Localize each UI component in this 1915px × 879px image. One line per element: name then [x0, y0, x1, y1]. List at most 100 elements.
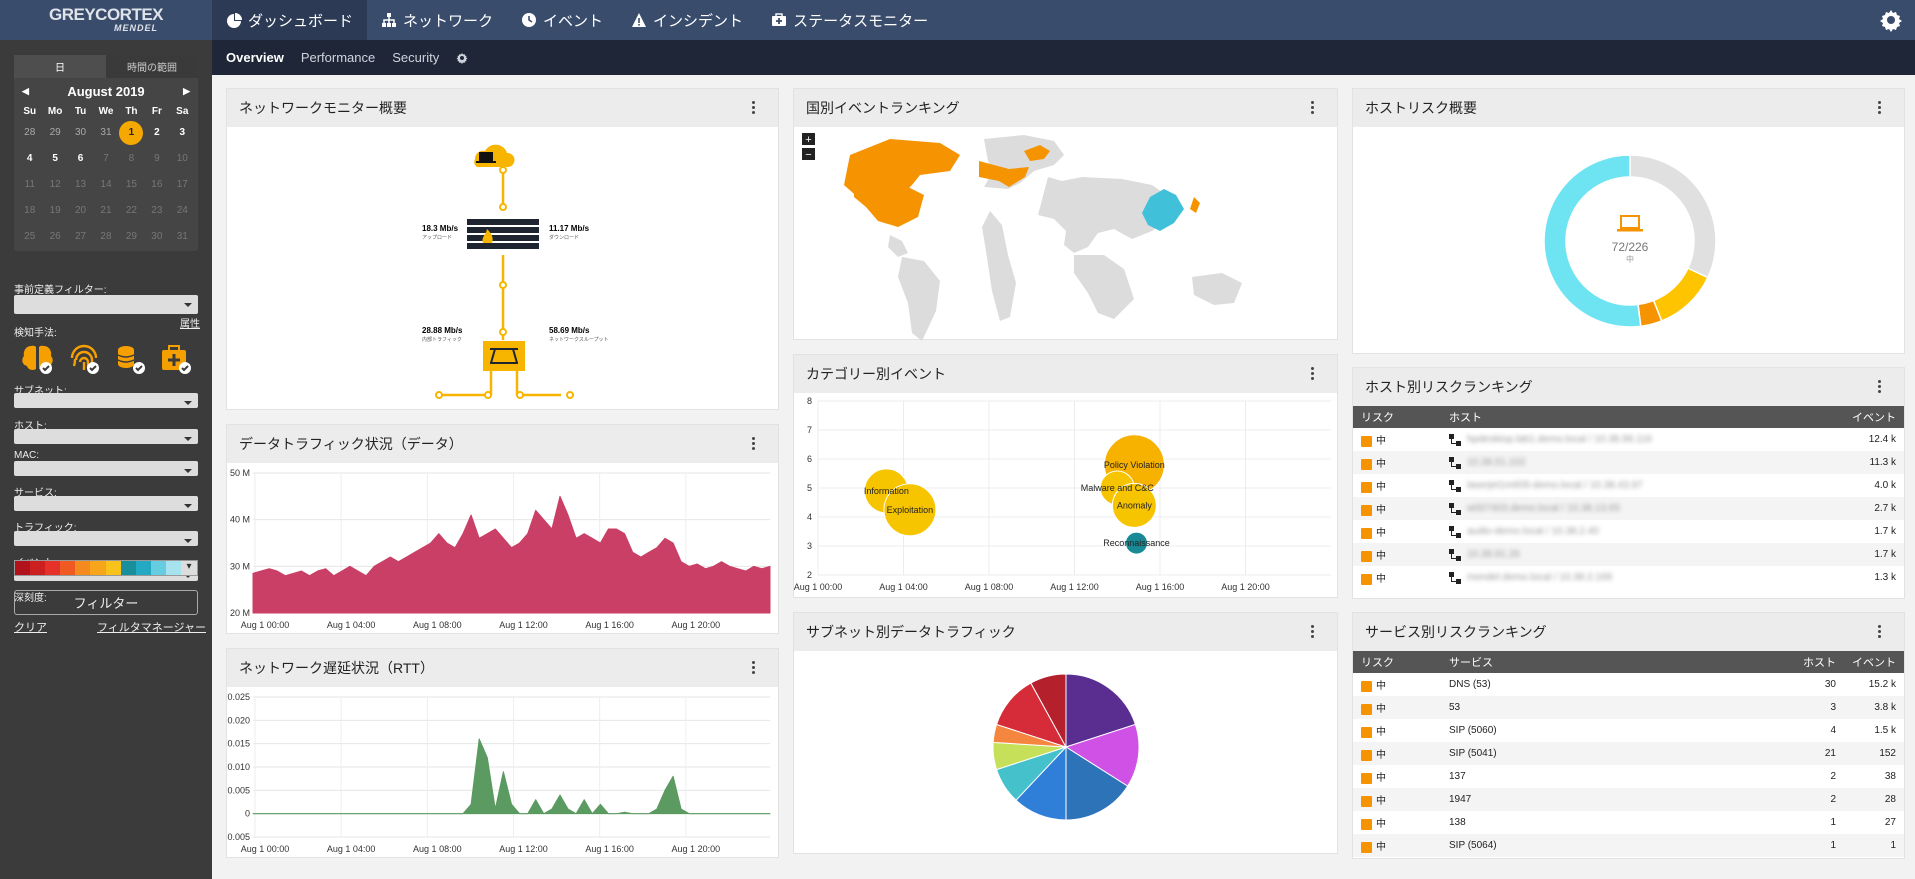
service-name[interactable]: SIP (5064) — [1441, 834, 1784, 857]
table-row[interactable]: 中 1947 2 28 — [1353, 788, 1904, 811]
calendar-day[interactable]: 5 — [52, 153, 58, 164]
calendar-day[interactable]: 4 — [26, 153, 33, 164]
predefined-filter-select[interactable] — [14, 295, 198, 314]
calendar-next-icon[interactable]: ▶ — [183, 85, 190, 96]
table-row[interactable]: 中 SIP (5041) 21 152 — [1353, 742, 1904, 765]
service-name[interactable]: 138 — [1449, 817, 1466, 828]
series-area — [252, 738, 771, 815]
subnet-select[interactable] — [14, 393, 198, 408]
nav-network[interactable]: ネットワーク — [367, 0, 507, 40]
calendar-day[interactable]: 6 — [77, 153, 84, 164]
host-name[interactable]: laserjet1m605-demo.local / 10.38.43.97 — [1467, 480, 1643, 492]
tab-settings-gear-icon[interactable] — [456, 52, 468, 64]
settings-gear-icon[interactable] — [1879, 8, 1903, 32]
brain-icon[interactable] — [19, 340, 55, 376]
table-row[interactable]: 中 10.38.91.26 1.7 k — [1353, 543, 1904, 566]
table-row[interactable]: 中 audio-demo.local / 10.38.2.40 1.7 k — [1353, 520, 1904, 543]
col-risk[interactable]: リスク — [1353, 651, 1441, 673]
table-row[interactable]: 中 SIP (5064) 1 1 — [1353, 834, 1904, 857]
calendar-day[interactable]: 30 — [75, 127, 87, 138]
service-name[interactable]: 53 — [1441, 696, 1784, 719]
table-row[interactable]: 中 laserjet1m605-demo.local / 10.38.43.97… — [1353, 474, 1904, 497]
service-name[interactable]: 137 — [1449, 771, 1466, 782]
col-events[interactable]: イベント — [1844, 651, 1904, 673]
nav-dashboard[interactable]: ダッシュボード — [212, 0, 368, 40]
calendar-tab-day[interactable]: 日 — [14, 55, 106, 78]
table-row[interactable]: 中 w007403.demo.local / 10.38.13.65 2.7 k — [1353, 497, 1904, 520]
traffic-select[interactable] — [14, 531, 198, 546]
nav-events[interactable]: イベント — [507, 0, 617, 40]
panel-menu-icon[interactable] — [1311, 367, 1315, 381]
service-name[interactable]: SIP (5041) — [1441, 742, 1784, 765]
medkit-check-icon[interactable] — [158, 340, 194, 376]
service-ranking-panel: サービス別リスクランキング リスク サービス ホスト イベント 中 DNS (5… — [1352, 612, 1905, 859]
service-name[interactable]: SIP (5060) — [1449, 725, 1497, 736]
col-hosts[interactable]: ホスト — [1784, 651, 1844, 673]
calendar-day: 12 — [49, 179, 61, 190]
service-name[interactable]: DNS (53) — [1449, 679, 1491, 690]
tab-performance[interactable]: Performance — [300, 50, 376, 65]
severity-dropdown-icon[interactable]: ▾ — [181, 561, 198, 575]
table-row[interactable]: 中 hpdesktop.lab1.demo.local / 10.38.99.1… — [1353, 428, 1904, 451]
table-row[interactable]: 中 SIP (5060) 4 1.5 k — [1353, 719, 1904, 742]
pie-slice — [1065, 673, 1137, 748]
panel-menu-icon[interactable] — [1311, 625, 1315, 639]
calendar-tab-range[interactable]: 時間の範囲 — [106, 55, 198, 78]
brand-logo[interactable]: GREYCORTEX MENDEL — [0, 0, 212, 40]
filter-button[interactable]: フィルター — [14, 590, 198, 615]
host-select[interactable] — [14, 429, 198, 444]
host-name[interactable]: w007403.demo.local / 10.38.13.65 — [1467, 503, 1620, 515]
nav-incidents[interactable]: インシデント — [617, 0, 757, 40]
clear-link[interactable]: クリア — [14, 622, 47, 634]
col-events[interactable]: イベント — [1814, 406, 1904, 428]
panel-menu-icon[interactable] — [1878, 380, 1882, 394]
panel-menu-icon[interactable] — [752, 437, 756, 451]
table-row[interactable]: 中 53 3 3.8 k — [1353, 696, 1904, 719]
risk-square-icon — [1361, 481, 1372, 493]
panel-menu-icon[interactable] — [1311, 101, 1315, 115]
table-row[interactable]: 中 DNS (53) 30 15.2 k — [1353, 673, 1904, 696]
col-service[interactable]: サービス — [1441, 651, 1784, 673]
panel-menu-icon[interactable] — [752, 661, 756, 675]
host-name[interactable]: mendel.demo.local / 10.38.2.169 — [1467, 572, 1613, 584]
attributes-link[interactable]: 属性 — [180, 319, 200, 330]
risk-level: 中 — [1376, 750, 1386, 761]
host-name[interactable]: audio-demo.local / 10.38.2.40 — [1467, 526, 1599, 538]
service-select[interactable] — [14, 496, 198, 511]
risk-square-icon — [1361, 749, 1372, 761]
panel-menu-icon[interactable] — [1878, 101, 1882, 115]
calendar-day[interactable]: 29 — [49, 127, 61, 138]
brand-name: GREYCORTEX — [48, 5, 164, 24]
filter-manager-link[interactable]: フィルタマネージャー — [97, 622, 207, 634]
table-row[interactable]: 中 137 2 38 — [1353, 765, 1904, 788]
severity-select[interactable]: ▾ — [14, 560, 198, 576]
calendar-day: 28 — [100, 231, 112, 242]
calendar-prev-icon[interactable]: ◀ — [22, 85, 29, 96]
nav-status-monitor[interactable]: ステータスモニター — [757, 0, 942, 40]
service-name[interactable]: 1947 — [1441, 788, 1784, 811]
host-name[interactable]: 10.38.91.26 — [1467, 549, 1520, 561]
calendar-dow: Mo — [47, 106, 63, 117]
calendar-day[interactable]: 28 — [24, 127, 36, 138]
calendar-day-selected[interactable]: 1 — [119, 120, 144, 146]
fingerprint-icon[interactable] — [66, 340, 102, 376]
panel-menu-icon[interactable] — [1878, 625, 1882, 639]
event-count: 1.7 k — [1814, 543, 1904, 566]
col-host[interactable]: ホスト — [1441, 406, 1814, 428]
calendar-day[interactable]: 2 — [154, 127, 160, 138]
col-risk[interactable]: リスク — [1353, 406, 1441, 428]
mac-select[interactable] — [14, 461, 198, 476]
donut-center-value: 72/226 — [1612, 240, 1649, 254]
tab-overview[interactable]: Overview — [226, 50, 284, 65]
table-row[interactable]: 中 10.38.51.102 11.3 k — [1353, 451, 1904, 474]
event-count: 4.0 k — [1874, 480, 1896, 491]
panel-menu-icon[interactable] — [752, 101, 756, 115]
tab-security[interactable]: Security — [392, 50, 440, 65]
database-icon[interactable] — [112, 340, 148, 376]
calendar-day[interactable]: 3 — [179, 127, 186, 138]
table-row[interactable]: 中 138 1 27 — [1353, 811, 1904, 834]
table-row[interactable]: 中 mendel.demo.local / 10.38.2.169 1.3 k — [1353, 566, 1904, 589]
host-name[interactable]: 10.38.51.102 — [1467, 457, 1526, 469]
calendar-day[interactable]: 31 — [100, 127, 112, 138]
host-name[interactable]: hpdesktop.lab1.demo.local / 10.38.99.116 — [1467, 434, 1652, 446]
